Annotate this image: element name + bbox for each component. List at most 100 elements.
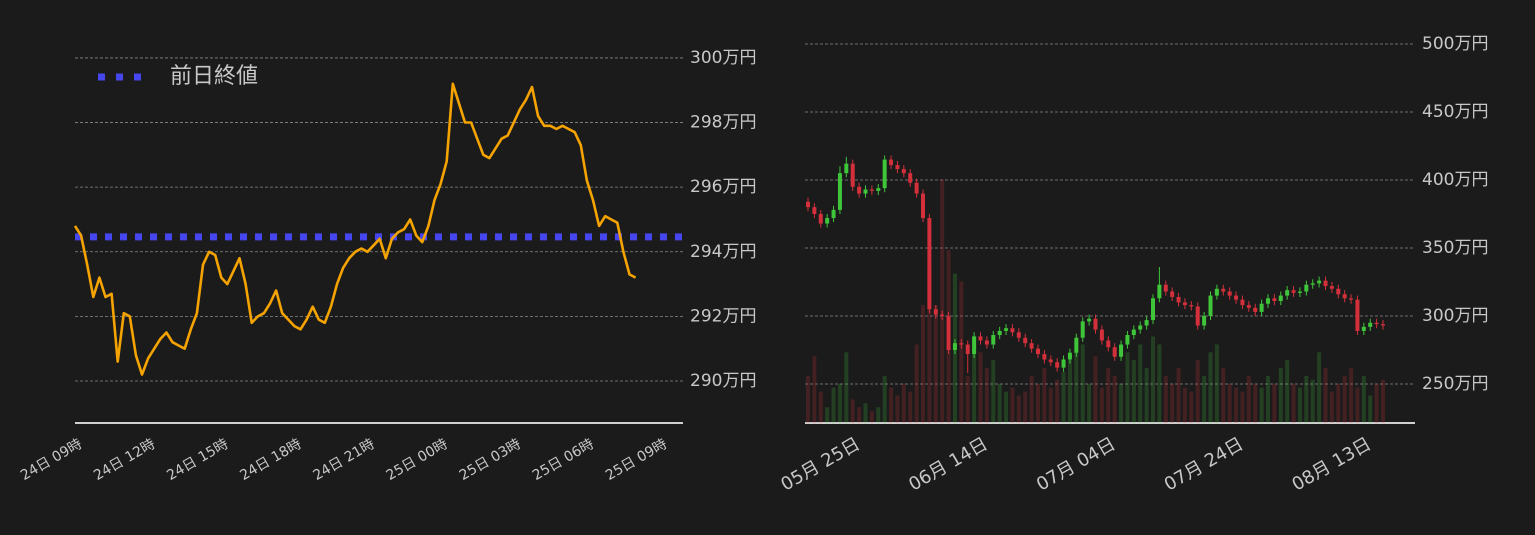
candle-body [1361, 326, 1366, 331]
volume-bar [1138, 344, 1143, 423]
volume-bar [1259, 387, 1264, 423]
candle-body [1112, 347, 1117, 357]
candle-body [1278, 295, 1283, 302]
candle-body [1297, 291, 1302, 293]
y-tick-label: 290万円 [690, 371, 756, 391]
volume-bar [1189, 391, 1194, 423]
price-line [73, 82, 637, 376]
volume-bar [1125, 352, 1130, 423]
candle-body [1036, 348, 1040, 355]
volume-bar [1291, 383, 1296, 423]
volume-bar [1195, 360, 1200, 423]
volume-bar [927, 265, 932, 423]
volume-bar [1036, 383, 1040, 423]
volume-bar [1240, 391, 1245, 423]
y-tick-label: 400万円 [1422, 170, 1488, 190]
volume-bar [1285, 360, 1290, 423]
x-tick-label: 24日 21時 [311, 436, 378, 484]
candle-body [1374, 322, 1379, 325]
candle-body [837, 173, 842, 210]
volume-bar [921, 305, 925, 423]
x-tick-label: 05月 25日 [777, 433, 863, 495]
volume-bar [1329, 391, 1334, 423]
candle-body [940, 314, 945, 316]
candle-body [1004, 328, 1009, 331]
candle-body [1202, 315, 1207, 326]
y-tick-label: 300万円 [690, 48, 756, 68]
candle-body [927, 218, 932, 310]
candle-body [946, 315, 951, 350]
volume-bar [1087, 383, 1092, 423]
candle-body [1157, 284, 1162, 299]
volume-bar [1080, 344, 1085, 423]
candle-body [1259, 303, 1264, 312]
volume-bar [869, 411, 874, 423]
volume-bar [1253, 383, 1258, 423]
candle-body [978, 336, 983, 341]
volume-bar [882, 375, 887, 423]
candle-body [1310, 283, 1315, 285]
volume-bar [1112, 375, 1117, 423]
candle-body [1246, 305, 1251, 308]
x-tick-label: 24日 15時 [164, 436, 231, 484]
volume-bar [831, 387, 836, 423]
candle-body [1234, 295, 1239, 300]
volume-bar [850, 399, 855, 423]
volume-bar [1349, 367, 1354, 423]
candle-body [1221, 288, 1226, 292]
candle-body [1099, 329, 1104, 341]
volume-bar [940, 179, 945, 423]
volume-bar [1336, 383, 1341, 423]
candle-body [831, 209, 836, 219]
candle-body [972, 336, 977, 355]
x-tick-label: 24日 09時 [18, 436, 85, 484]
volume-bar [914, 344, 919, 423]
candle-body [1227, 291, 1232, 296]
candle-body [1125, 335, 1130, 345]
candle-body [818, 213, 823, 224]
candle-body [1189, 305, 1194, 307]
candle-body [1214, 288, 1219, 296]
candle-body [1355, 299, 1360, 331]
volume-bar [1310, 379, 1315, 423]
y-tick-label: 500万円 [1422, 34, 1488, 54]
candle-body [1163, 284, 1168, 292]
volume-bar [965, 375, 970, 423]
volume-bar [837, 383, 842, 423]
candle-body [952, 343, 957, 350]
candle-body [1016, 332, 1021, 338]
candle-body [1055, 362, 1060, 368]
volume-bar [1099, 387, 1104, 423]
candle-body [1151, 298, 1155, 321]
volume-bar [1266, 375, 1270, 423]
candle-body [825, 218, 830, 224]
candle-body [1067, 352, 1072, 360]
y-tick-label: 296万円 [690, 177, 756, 197]
volume-bar [1023, 391, 1028, 423]
volume-bar [1214, 344, 1219, 423]
volume-bar [1246, 375, 1251, 423]
candle-body [806, 201, 810, 208]
candle-body [1093, 318, 1098, 330]
y-tick-label: 292万円 [690, 306, 756, 326]
y-tick-label: 300万円 [1422, 306, 1488, 326]
volume-bar [1004, 391, 1009, 423]
volume-bar [1202, 375, 1207, 423]
volume-bar [1297, 387, 1302, 423]
volume-bar [1234, 387, 1239, 423]
candle-body [1182, 302, 1187, 306]
volume-bar [1323, 367, 1328, 423]
candle-body [1336, 288, 1341, 295]
volume-bar [1010, 387, 1015, 423]
candle-body [1010, 328, 1015, 333]
volume-bar [895, 395, 900, 423]
volume-bar [818, 391, 823, 423]
legend-label: 前日終値 [170, 64, 258, 89]
volume-bar [1029, 375, 1034, 423]
y-tick-label: 294万円 [690, 242, 756, 262]
candle-body [1253, 307, 1258, 312]
volume-bar [1304, 375, 1309, 423]
volume-bar [1163, 375, 1168, 423]
volume-bar [1374, 383, 1379, 423]
